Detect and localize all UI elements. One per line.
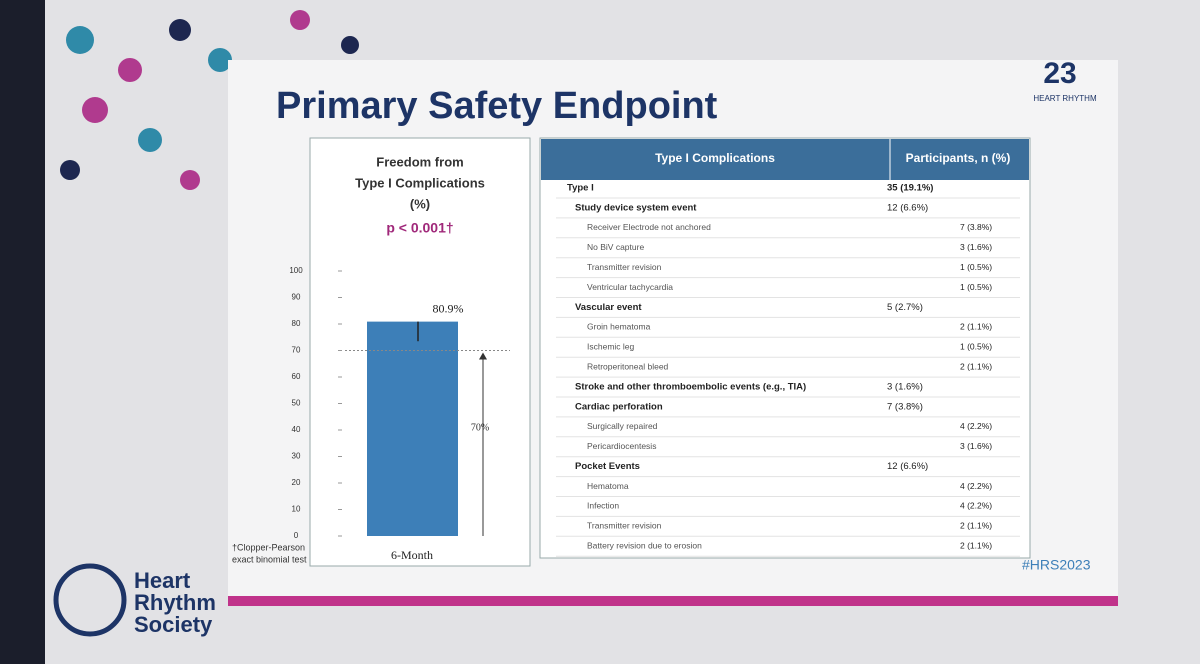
row-label: Retroperitoneal bleed xyxy=(587,361,669,371)
society-name: Society xyxy=(134,612,213,637)
row-value: 1 (0.5%) xyxy=(960,341,992,351)
row-label: Ischemic leg xyxy=(587,341,635,351)
row-label: Transmitter revision xyxy=(587,262,662,272)
y-tick-label: 30 xyxy=(292,452,301,461)
y-tick-label: 10 xyxy=(292,505,301,514)
row-label: No BiV capture xyxy=(587,242,644,252)
y-tick-label: 100 xyxy=(289,266,303,275)
row-label: Cardiac perforation xyxy=(575,401,663,412)
row-value: 1 (0.5%) xyxy=(960,262,992,272)
row-label: Vascular event xyxy=(575,302,642,313)
slide-footer-bar xyxy=(228,596,1118,606)
y-tick-label: 90 xyxy=(292,293,301,302)
row-label: Pocket Events xyxy=(575,461,640,472)
row-value: 4 (2.2%) xyxy=(960,481,992,491)
y-tick-label: 70 xyxy=(292,346,301,355)
bar xyxy=(367,321,458,536)
row-value: 3 (1.6%) xyxy=(960,441,992,451)
table-header xyxy=(541,139,1029,180)
row-label: Surgically repaired xyxy=(587,421,658,431)
hashtag: #HRS2023 xyxy=(1022,557,1091,573)
row-label: Type I xyxy=(567,183,594,194)
chart-title: Freedom from xyxy=(376,154,463,169)
arrow-head xyxy=(479,352,487,360)
threshold-label: 70% xyxy=(471,422,489,433)
chart-subtitle: p < 0.001† xyxy=(386,220,453,236)
row-value: 1 (0.5%) xyxy=(960,282,992,292)
row-value: 12 (6.6%) xyxy=(887,461,928,472)
logo-mark: 23 xyxy=(1043,57,1076,90)
row-value: 4 (2.2%) xyxy=(960,421,992,431)
row-label: Pericardiocentesis xyxy=(587,441,656,451)
footnote: †Clopper-Pearson xyxy=(232,542,305,552)
row-label: Battery revision due to erosion xyxy=(587,540,702,550)
logo-text: HEART RHYTHM xyxy=(1033,94,1097,103)
table-header-cell: Type I Complications xyxy=(655,151,775,165)
row-label: Receiver Electrode not anchored xyxy=(587,222,711,232)
row-label: Stroke and other thromboembolic events (… xyxy=(575,382,806,393)
row-value: 4 (2.2%) xyxy=(960,501,992,511)
row-label: Ventricular tachycardia xyxy=(587,282,673,292)
row-value: 7 (3.8%) xyxy=(960,222,992,232)
x-tick-label: 6-Month xyxy=(391,548,433,562)
row-value: 2 (1.1%) xyxy=(960,322,992,332)
y-tick-label: 50 xyxy=(292,399,301,408)
y-tick-label: 0 xyxy=(294,531,299,540)
y-tick-label: 60 xyxy=(292,372,301,381)
row-value: 12 (6.6%) xyxy=(887,202,928,213)
society-name: Rhythm xyxy=(134,590,216,615)
row-label: Study device system event xyxy=(575,202,697,213)
row-label: Infection xyxy=(587,501,619,511)
row-label: Hematoma xyxy=(587,481,629,491)
chart-title: Type I Complications xyxy=(355,175,485,190)
row-value: 2 (1.1%) xyxy=(960,361,992,371)
y-tick-label: 80 xyxy=(292,319,301,328)
footnote: exact binomial test xyxy=(232,554,307,564)
society-name: Heart xyxy=(134,568,191,593)
row-label: Groin hematoma xyxy=(587,322,651,332)
table-header-cell: Participants, n (%) xyxy=(906,151,1011,165)
row-value: 2 (1.1%) xyxy=(960,540,992,550)
row-value: 5 (2.7%) xyxy=(887,302,923,313)
chart-title: (%) xyxy=(410,196,430,211)
society-logo xyxy=(53,563,127,637)
value-label: 80.9% xyxy=(433,301,464,315)
y-tick-label: 20 xyxy=(292,478,301,487)
decor-pattern xyxy=(60,10,359,190)
row-value: 2 (1.1%) xyxy=(960,521,992,531)
row-value: 35 (19.1%) xyxy=(887,183,933,194)
table-panel xyxy=(539,137,1031,559)
y-tick-label: 40 xyxy=(292,425,301,434)
row-label: Transmitter revision xyxy=(587,521,662,531)
row-value: 7 (3.8%) xyxy=(887,401,923,412)
row-value: 3 (1.6%) xyxy=(887,382,923,393)
row-value: 3 (1.6%) xyxy=(960,242,992,252)
slide-title: Primary Safety Endpoint xyxy=(276,85,718,127)
